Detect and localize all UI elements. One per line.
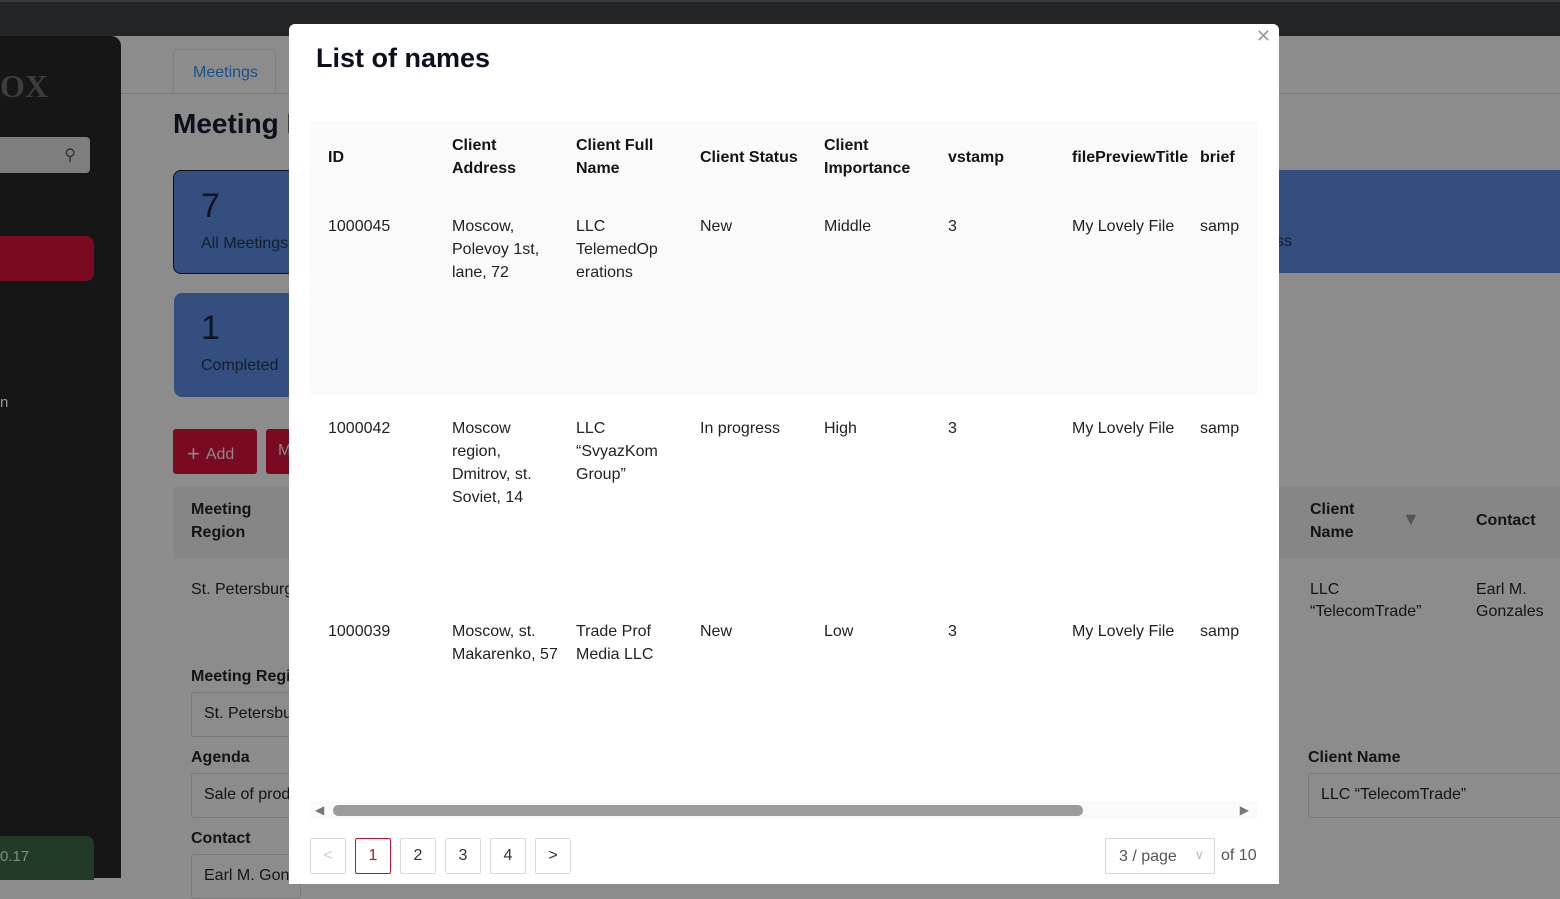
column-header-vstamp[interactable]: vstamp [948, 148, 1005, 166]
card-label: ss [1276, 233, 1292, 250]
table-cell: LLC “TelecomTrade” [1310, 581, 1422, 620]
column-header-client-full-name[interactable]: Client Full Name [576, 137, 654, 177]
cell-importance: High [824, 420, 857, 437]
cell-vstamp: 3 [948, 218, 957, 235]
table-header-bg [1279, 487, 1560, 559]
plus-icon: + [187, 441, 200, 466]
table-row[interactable]: 1000042 Moscow region, Dmitrov, st. Sovi… [310, 395, 1257, 598]
cell-full-name: LLC “SvyazKom Group” [576, 420, 658, 483]
column-header-client-status[interactable]: Client Status [700, 148, 798, 166]
status-card[interactable]: ss [1276, 170, 1560, 273]
table-header-row: ID Client Address Client Full Name Clien… [310, 121, 1257, 193]
sidebar-search[interactable]: ⚲ [0, 137, 90, 173]
page-size-select[interactable]: 3 / page ∨ [1105, 838, 1215, 874]
scroll-right-arrow-icon[interactable]: ▶ [1239, 803, 1249, 817]
card-count: 1 [201, 309, 220, 347]
table-cell: St. Petersburg [191, 581, 294, 598]
cell-brief: samp [1200, 218, 1240, 235]
cell-file-preview-title: My Lovely File [1072, 623, 1175, 640]
cell-brief: samp [1200, 623, 1240, 640]
contact-field[interactable]: Earl M. Gonz [191, 854, 301, 899]
column-header-contact: Contact [1476, 512, 1536, 529]
page-size-value: 3 / page [1119, 848, 1177, 865]
cell-address: Moscow, st. Makarenko, 57 [452, 623, 558, 663]
add-button[interactable]: + Add [173, 429, 257, 474]
prev-page-button[interactable]: < [310, 838, 346, 874]
page-title: Meeting L [173, 108, 304, 139]
modal-title: List of names [316, 43, 491, 73]
cell-file-preview-title: My Lovely File [1072, 420, 1175, 437]
list-of-names-modal: List of names ✕ ID Client Address Client… [289, 24, 1279, 884]
table-cell: Earl M. Gonzales [1476, 581, 1544, 620]
sidebar [0, 36, 121, 878]
cell-full-name: LLC TelemedOp erations [576, 218, 658, 281]
page-4-button[interactable]: 4 [490, 838, 526, 874]
close-icon[interactable]: ✕ [1255, 26, 1271, 46]
cell-importance: Middle [824, 218, 872, 235]
column-header-client-name: Client Name [1310, 501, 1355, 541]
cell-status: New [700, 623, 733, 640]
cell-vstamp: 3 [948, 623, 957, 640]
client-name-label: Client Name [1308, 749, 1401, 766]
contact-label: Contact [191, 830, 251, 847]
card-count: 7 [201, 187, 220, 225]
cell-id: 1000042 [328, 420, 391, 437]
column-header-brief[interactable]: brief [1200, 148, 1235, 166]
add-label: Add [205, 446, 235, 463]
page-1-button[interactable]: 1 [355, 838, 391, 874]
horizontal-scrollbar[interactable]: ◀ ▶ [310, 801, 1257, 819]
cell-status: New [700, 218, 733, 235]
names-table: ID Client Address Client Full Name Clien… [310, 121, 1257, 801]
page-2-button[interactable]: 2 [400, 838, 436, 874]
table-row[interactable]: 1000045 Moscow, Polevoy 1st, lane, 72 LL… [310, 193, 1257, 395]
table-header-bg [173, 487, 303, 559]
meeting-region-label: Meeting Regio [191, 668, 301, 685]
search-icon: ⚲ [64, 147, 76, 164]
column-header-file-preview-title[interactable]: filePreviewTitle [1072, 148, 1189, 166]
cell-id: 1000045 [328, 218, 391, 235]
column-header-id[interactable]: ID [328, 148, 344, 166]
total-pages: of 10 [1221, 847, 1257, 864]
agenda-field[interactable]: Sale of prod [191, 773, 301, 818]
cell-status: In progress [700, 420, 781, 437]
cell-vstamp: 3 [948, 420, 957, 437]
cell-address: Moscow region, Dmitrov, st. Soviet, 14 [452, 420, 532, 506]
chevron-down-icon: ∨ [1194, 847, 1204, 862]
cell-id: 1000039 [328, 623, 391, 640]
card-label: Completed [201, 357, 279, 374]
column-header-meeting-region: Meeting Region [191, 501, 252, 541]
column-header-client-importance[interactable]: Client Importance [824, 137, 911, 177]
cell-full-name: Trade Prof Media LLC [576, 623, 654, 663]
page-3-button[interactable]: 3 [445, 838, 481, 874]
next-page-button[interactable]: > [535, 838, 571, 874]
card-label: All Meetings [201, 235, 289, 252]
cell-address: Moscow, Polevoy 1st, lane, 72 [452, 218, 540, 281]
cell-importance: Low [824, 623, 854, 640]
scrollbar-thumb[interactable] [333, 805, 1083, 816]
table-row[interactable]: 1000039 Moscow, st. Makarenko, 57 Trade … [310, 598, 1257, 801]
client-name-field[interactable]: LLC “TelecomTrade” [1308, 773, 1560, 818]
tab-meetings[interactable]: Meetings [173, 49, 276, 94]
cell-brief: samp [1200, 420, 1240, 437]
sidebar-item-text[interactable]: n [0, 394, 9, 411]
scroll-left-arrow-icon[interactable]: ◀ [315, 803, 325, 817]
logo: OX [0, 68, 48, 104]
sidebar-active-item[interactable] [0, 236, 94, 281]
column-header-client-address[interactable]: Client Address [452, 137, 517, 177]
meeting-region-field[interactable]: St. Petersbu [191, 692, 301, 737]
version-badge: 0.17 [0, 836, 94, 880]
agenda-label: Agenda [191, 749, 250, 766]
cell-file-preview-title: My Lovely File [1072, 218, 1175, 235]
filter-icon[interactable]: ▼ [1402, 509, 1420, 529]
